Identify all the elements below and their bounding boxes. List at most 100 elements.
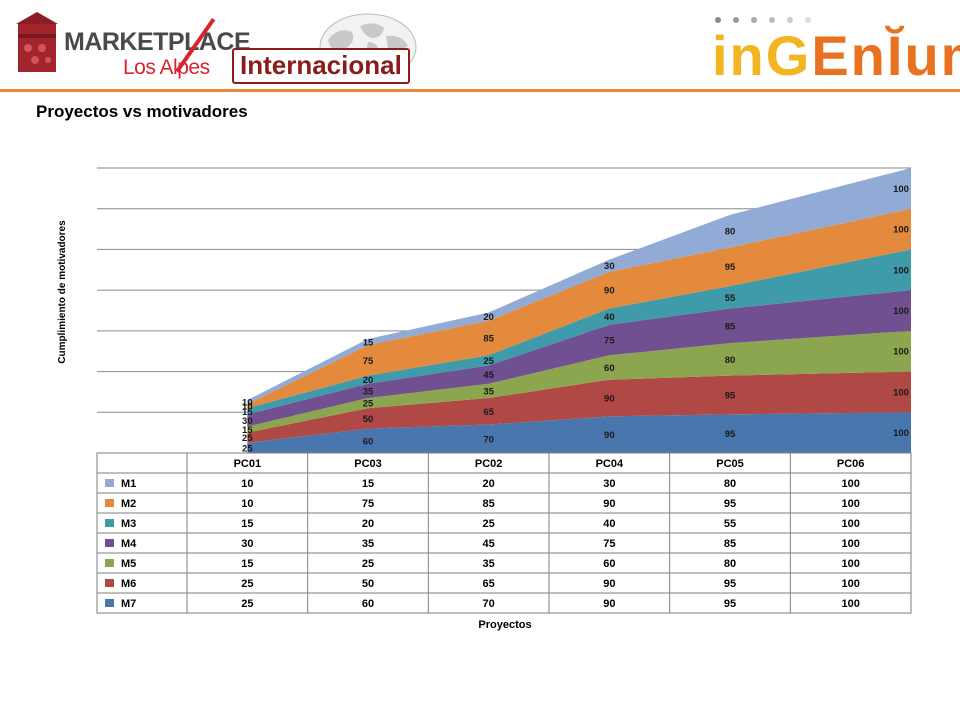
internacional-badge: Internacional bbox=[232, 48, 410, 84]
table-cell: 100 bbox=[841, 538, 859, 550]
table-cell: 100 bbox=[841, 478, 859, 490]
data-label-m2: 85 bbox=[483, 333, 494, 344]
area-m7 bbox=[247, 412, 912, 453]
table-cell: 65 bbox=[483, 578, 495, 590]
data-label-m7: 60 bbox=[363, 436, 374, 447]
table-cell: 75 bbox=[603, 538, 615, 550]
data-label-m1: 100 bbox=[893, 184, 909, 195]
table-cell: 25 bbox=[362, 558, 374, 570]
data-label-m3: 100 bbox=[893, 265, 909, 276]
data-label-m1: 10 bbox=[242, 398, 253, 409]
area-series bbox=[247, 168, 912, 453]
table-cell: 35 bbox=[362, 538, 374, 550]
data-label-m7: 90 bbox=[604, 430, 615, 441]
data-label-m5: 60 bbox=[604, 363, 615, 374]
data-label-m1: 80 bbox=[725, 227, 736, 238]
area-m3 bbox=[247, 249, 912, 415]
table-cell: 15 bbox=[241, 518, 253, 530]
data-label-m2: 95 bbox=[725, 262, 736, 273]
data-label-m1: 15 bbox=[363, 338, 374, 349]
data-label-m4: 35 bbox=[363, 386, 374, 397]
data-label-m4: 85 bbox=[725, 321, 736, 332]
table-cell: 75 bbox=[362, 498, 374, 510]
table-cell: 10 bbox=[241, 478, 253, 490]
data-table: PC01 PC03 PC02 PC04 PC05 PC06 M1 10 15 20 30 80 100 M… bbox=[96, 452, 912, 614]
table-header-pc02: PC02 bbox=[475, 458, 503, 470]
data-label-m1: 30 bbox=[604, 261, 615, 272]
legend-key-m5 bbox=[105, 559, 114, 567]
table-cell: 40 bbox=[603, 518, 615, 530]
area-m5 bbox=[247, 330, 912, 433]
table-cell: 100 bbox=[841, 558, 859, 570]
data-label-m6: 25 bbox=[242, 433, 253, 444]
table-cell: 95 bbox=[724, 498, 736, 510]
table-cell: 100 bbox=[841, 518, 859, 530]
data-label-m2: 75 bbox=[363, 356, 374, 367]
data-label-m5: 80 bbox=[725, 355, 736, 366]
table-cell: 80 bbox=[724, 558, 736, 570]
legend-key-m2 bbox=[105, 499, 114, 507]
table-cell: 55 bbox=[724, 518, 736, 530]
table-cell: 70 bbox=[483, 598, 495, 610]
table-cell: 60 bbox=[362, 598, 374, 610]
table-cell: 20 bbox=[483, 478, 495, 490]
table-cell: 95 bbox=[724, 598, 736, 610]
data-label-m4: 100 bbox=[893, 306, 909, 317]
table-cell: 80 bbox=[724, 478, 736, 490]
table-cell: 100 bbox=[841, 498, 859, 510]
data-label-m3: 25 bbox=[483, 356, 494, 367]
data-label-m7: 95 bbox=[725, 429, 736, 440]
table-cell: 60 bbox=[603, 558, 615, 570]
data-label-m4: 45 bbox=[483, 370, 494, 381]
data-label-m5: 35 bbox=[483, 386, 494, 397]
legend-label-m2: M2 bbox=[121, 498, 136, 510]
legend-label-m4: M4 bbox=[121, 538, 137, 550]
table-cell: 45 bbox=[483, 538, 495, 550]
data-label-m5: 15 bbox=[242, 425, 253, 436]
marketplace-logo: MARKETPLACE Los Alpes bbox=[12, 8, 251, 79]
data-label-m6: 90 bbox=[604, 394, 615, 405]
legend-label-m5: M5 bbox=[121, 558, 136, 570]
data-label-m2: 10 bbox=[242, 402, 253, 413]
data-label-m3: 20 bbox=[363, 375, 374, 386]
legend-key-m1 bbox=[105, 479, 114, 487]
slide-header: MARKETPLACE Los Alpes Internacional inGE… bbox=[0, 0, 960, 95]
table-cell: 15 bbox=[362, 478, 374, 490]
ingenium-wordmark-part2: EnĬum bbox=[811, 24, 960, 87]
table-cell: 25 bbox=[483, 518, 495, 530]
marketplace-building-icon bbox=[16, 12, 58, 72]
table-cell: 35 bbox=[483, 558, 495, 570]
table-cell: 25 bbox=[241, 598, 253, 610]
table-cell: 30 bbox=[603, 478, 615, 490]
table-cell: 90 bbox=[603, 498, 615, 510]
area-m6 bbox=[247, 371, 912, 443]
data-label-m4: 30 bbox=[242, 416, 253, 427]
data-label-m3: 40 bbox=[604, 312, 615, 323]
data-label-m3: 15 bbox=[242, 407, 253, 418]
legend-key-m7 bbox=[105, 599, 114, 607]
ingenium-logo: inGEnĬum bbox=[704, 10, 960, 86]
data-label-m5: 100 bbox=[893, 347, 909, 358]
table-cell: 100 bbox=[841, 578, 859, 590]
data-label-m4: 75 bbox=[604, 336, 615, 347]
legend-label-m6: M6 bbox=[121, 578, 136, 590]
legend-key-m6 bbox=[105, 579, 114, 587]
legend-label-m7: M7 bbox=[121, 598, 136, 610]
area-m2 bbox=[247, 208, 912, 409]
legend-key-m4 bbox=[105, 539, 114, 547]
x-axis-label: Proyectos bbox=[478, 619, 531, 631]
table-cell: 30 bbox=[241, 538, 253, 550]
y-axis-label: Cumplimiento de motivadores bbox=[57, 220, 68, 364]
table-header-pc04: PC04 bbox=[596, 458, 624, 470]
legend-label-m3: M3 bbox=[121, 518, 136, 530]
table-cell: 90 bbox=[603, 578, 615, 590]
table-cell: 10 bbox=[241, 498, 253, 510]
slide-title: Proyectos vs motivadores bbox=[36, 102, 248, 121]
data-label-m6: 95 bbox=[725, 390, 736, 401]
data-label-m6: 65 bbox=[483, 407, 494, 418]
table-cell: 20 bbox=[362, 518, 374, 530]
marketplace-wordmark: MARKETPLACE bbox=[64, 28, 251, 56]
table-cell: 85 bbox=[724, 538, 736, 550]
table-cell: 100 bbox=[841, 598, 859, 610]
data-label-m6: 100 bbox=[893, 387, 909, 398]
